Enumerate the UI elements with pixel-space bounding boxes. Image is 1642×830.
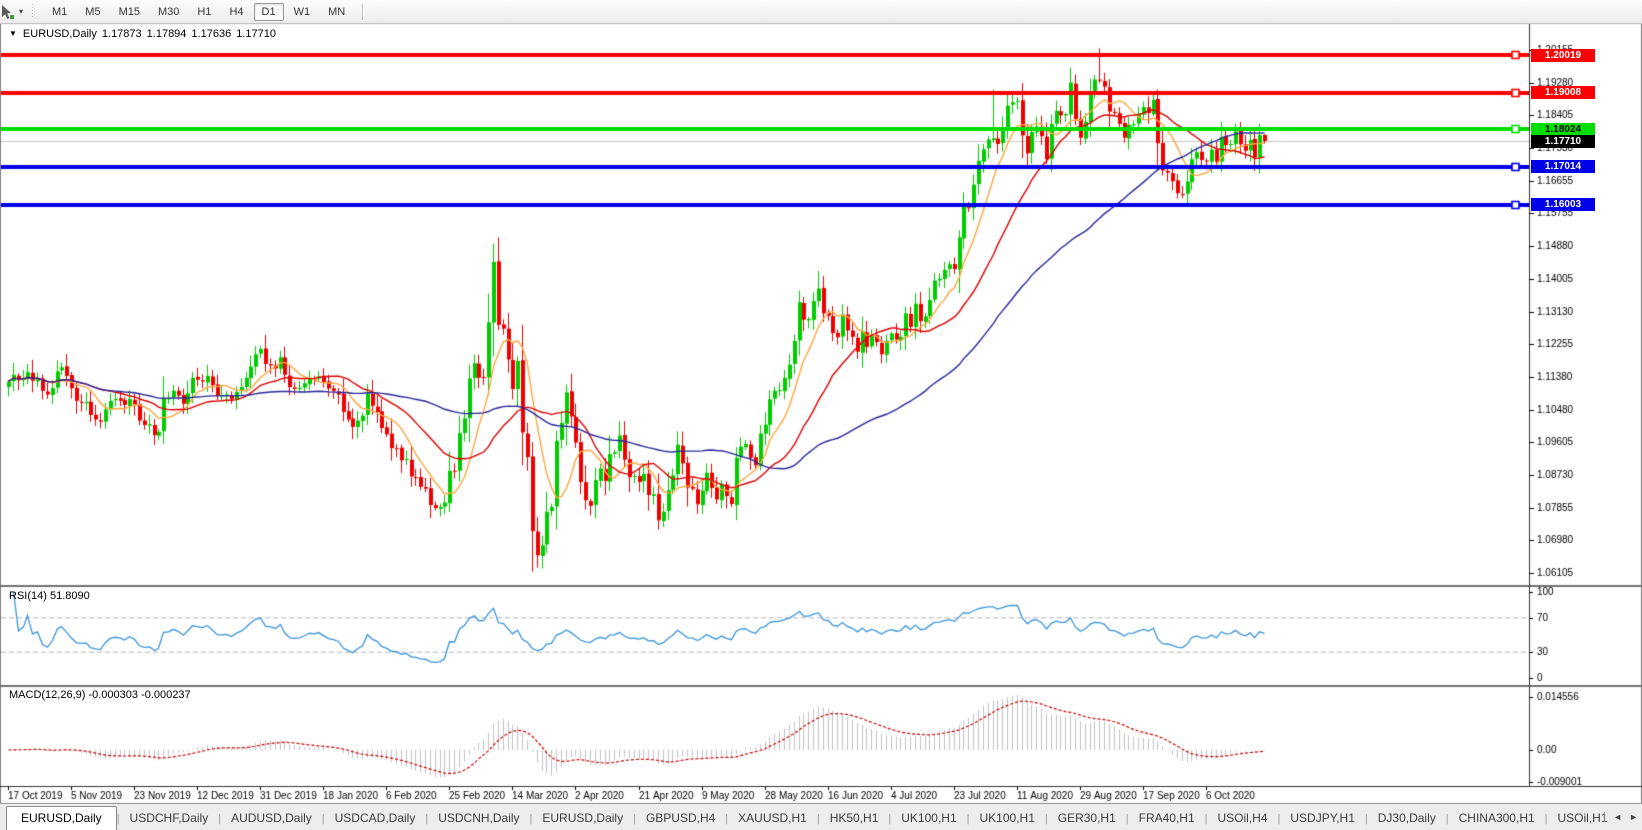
timeframe-button-m30[interactable]: M30 — [150, 3, 187, 21]
tab-separator: | — [1125, 812, 1129, 825]
tab-usoil-h1[interactable]: USOil,H1 — [1557, 811, 1608, 825]
tab-uk100-h1[interactable]: UK100,H1 — [979, 811, 1035, 825]
hline-price-tag-1.19008[interactable]: 1.19008 — [1531, 86, 1595, 99]
tab-gbpusd-h4[interactable]: GBPUSD,H4 — [645, 811, 716, 825]
scroll-tabs-right-button[interactable]: ► — [1629, 812, 1638, 822]
hline-price-tag-1.17014[interactable]: 1.17014 — [1531, 160, 1595, 173]
timeframe-button-h4[interactable]: H4 — [221, 3, 251, 21]
scroll-tabs-left-button[interactable]: ◄ — [1613, 812, 1623, 822]
timeframe-button-m1[interactable]: M1 — [44, 3, 75, 21]
timeframe-button-w1[interactable]: W1 — [286, 3, 319, 21]
tab-separator: | — [218, 812, 222, 825]
cursor-tool-group[interactable]: ▾ — [0, 4, 27, 20]
tab-china300-h1[interactable]: CHINA300,H1 — [1458, 811, 1535, 825]
tab-xauusd-h1[interactable]: XAUUSD,H1 — [738, 811, 807, 825]
tab-separator: | — [1277, 812, 1281, 825]
tab-dj30-daily[interactable]: DJ30,Daily — [1377, 811, 1436, 825]
timeframe-button-mn[interactable]: MN — [320, 3, 353, 21]
tab-usdcnh-daily[interactable]: USDCNH,Daily — [438, 811, 520, 825]
tab-uk100-h1[interactable]: UK100,H1 — [901, 811, 957, 825]
timeframe-button-m5[interactable]: M5 — [77, 3, 108, 21]
timeframe-buttons: M1 M5 M15 M30 H1 H4 D1 W1 MN — [43, 2, 354, 21]
tab-usdjpy-h1[interactable]: USDJPY,H1 — [1290, 811, 1355, 825]
timeframe-button-h1[interactable]: H1 — [189, 3, 219, 21]
tab-separator: | — [888, 812, 892, 825]
toolbar-separator — [362, 3, 364, 20]
tab-usdchf-daily[interactable]: USDCHF,Daily — [129, 811, 209, 825]
tab-usoil-h4[interactable]: USOil,H4 — [1217, 811, 1268, 825]
tab-hk50-h1[interactable]: HK50,H1 — [829, 811, 879, 825]
tab-separator: | — [725, 812, 729, 825]
toolbar-grip[interactable] — [32, 4, 37, 19]
tab-scroll-arrows: | ◄ ► — [1603, 804, 1638, 830]
timeframe-button-m15[interactable]: M15 — [111, 3, 148, 21]
tab-fra40-h1[interactable]: FRA40,H1 — [1138, 811, 1195, 825]
tab-ger30-h1[interactable]: GER30,H1 — [1057, 811, 1116, 825]
hline-price-tag-1.20019[interactable]: 1.20019 — [1531, 49, 1595, 62]
tab-separator: | — [966, 812, 970, 825]
tab-separator: | — [816, 812, 820, 825]
hline-price-tag-1.16003[interactable]: 1.16003 — [1531, 198, 1595, 211]
tab-separator: | — [1544, 812, 1548, 825]
tab-separator: | — [1445, 812, 1449, 825]
chart-tabs-bar: EURUSD,Daily | USDCHF,Daily | AUDUSD,Daily | U… — [0, 803, 1642, 830]
tab-eurusd-daily[interactable]: EURUSD,Daily — [6, 806, 117, 830]
hline-price-tag-1.18024[interactable]: 1.18024 — [1531, 123, 1595, 136]
chart-cursor-icon — [0, 4, 16, 20]
tab-separator: | — [321, 812, 325, 825]
timeframes-toolbar: ▾ M1 M5 M15 M30 H1 H4 D1 W1 MN — [0, 0, 1642, 24]
timeframe-button-d1[interactable]: D1 — [253, 2, 284, 21]
chart-tabs-list: EURUSD,Daily | USDCHF,Daily | AUDUSD,Daily | U… — [0, 804, 1618, 830]
tab-usdcad-daily[interactable]: USDCAD,Daily — [334, 811, 416, 825]
tab-separator: | — [116, 812, 120, 825]
tab-separator: | — [1204, 812, 1208, 825]
tab-separator: | — [1603, 811, 1607, 823]
tab-separator: | — [529, 812, 533, 825]
tab-separator: | — [1044, 812, 1048, 825]
chevron-down-icon: ▾ — [19, 7, 24, 16]
current-price-tag[interactable]: 1.17710 — [1531, 135, 1595, 148]
tab-audusd-daily[interactable]: AUDUSD,Daily — [231, 811, 312, 825]
tab-separator: | — [633, 812, 636, 825]
tab-separator: | — [425, 812, 429, 825]
tab-separator: | — [1364, 812, 1368, 825]
tab-eurusd-daily[interactable]: EURUSD,Daily — [542, 811, 624, 825]
